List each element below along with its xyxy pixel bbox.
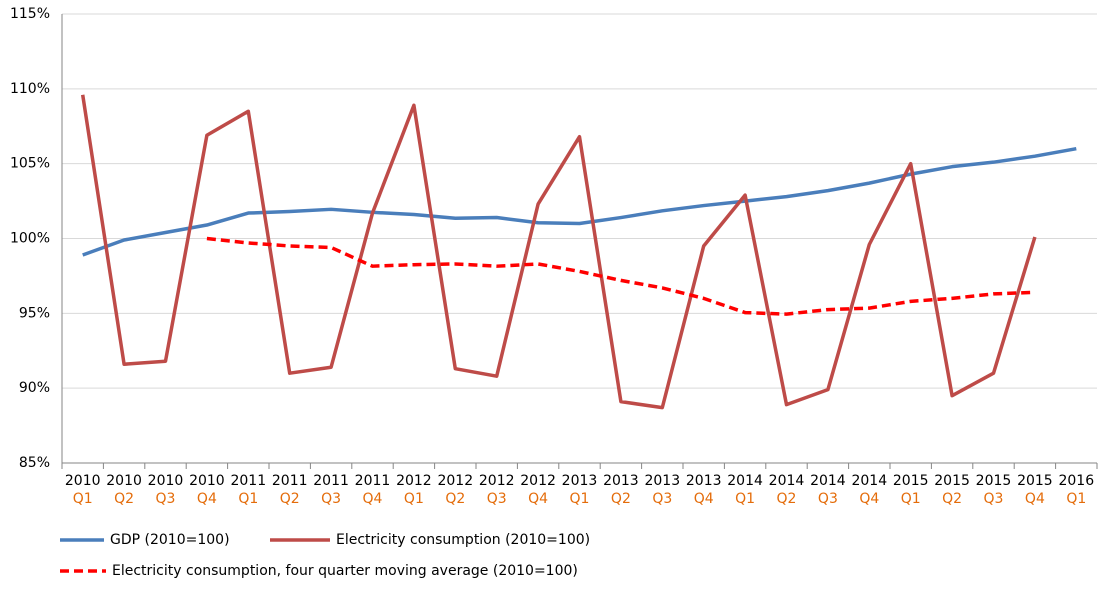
y-tick-label: 95% — [19, 305, 50, 321]
x-tick-year: 2013 — [603, 473, 639, 489]
x-tick-quarter: Q1 — [1066, 491, 1086, 507]
x-tick-year: 2015 — [976, 473, 1012, 489]
x-tick-quarter: Q1 — [238, 491, 258, 507]
x-tick-year: 2010 — [148, 473, 184, 489]
x-tick-year: 2012 — [479, 473, 515, 489]
x-tick-quarter: Q2 — [777, 491, 797, 507]
x-tick-quarter: Q4 — [694, 491, 714, 507]
x-tick-quarter: Q3 — [156, 491, 176, 507]
x-tick-year: 2014 — [727, 473, 763, 489]
x-tick-quarter: Q4 — [363, 491, 383, 507]
legend-label: Electricity consumption (2010=100) — [336, 532, 590, 548]
x-tick-year: 2016 — [1058, 473, 1094, 489]
y-tick-label: 115% — [10, 6, 50, 22]
x-tick-quarter: Q4 — [1025, 491, 1045, 507]
x-tick-quarter: Q3 — [652, 491, 672, 507]
x-tick-year: 2010 — [106, 473, 142, 489]
x-tick-year: 2010 — [189, 473, 225, 489]
legend-label: Electricity consumption, four quarter mo… — [112, 563, 578, 579]
y-tick-label: 110% — [10, 81, 50, 97]
x-tick-quarter: Q2 — [280, 491, 300, 507]
y-tick-label: 100% — [10, 231, 50, 247]
x-tick-quarter: Q1 — [404, 491, 424, 507]
x-tick-quarter: Q1 — [570, 491, 590, 507]
x-tick-quarter: Q3 — [984, 491, 1004, 507]
x-tick-year: 2015 — [1017, 473, 1053, 489]
x-tick-year: 2011 — [272, 473, 308, 489]
x-tick-year: 2014 — [851, 473, 887, 489]
x-tick-year: 2010 — [65, 473, 101, 489]
x-tick-year: 2015 — [934, 473, 970, 489]
x-tick-year: 2015 — [893, 473, 929, 489]
x-tick-year: 2014 — [769, 473, 805, 489]
y-tick-label: 90% — [19, 380, 50, 396]
legend-label: GDP (2010=100) — [110, 532, 230, 548]
x-tick-quarter: Q3 — [487, 491, 507, 507]
y-tick-label: 105% — [10, 156, 50, 172]
y-tick-label: 85% — [19, 455, 50, 471]
series-line — [206, 236, 1035, 316]
x-tick-year: 2014 — [810, 473, 846, 489]
series-line — [80, 94, 1037, 410]
x-tick-year: 2013 — [562, 473, 598, 489]
x-tick-quarter: Q1 — [735, 491, 755, 507]
x-tick-quarter: Q4 — [528, 491, 548, 507]
x-tick-year: 2013 — [644, 473, 680, 489]
x-tick-quarter: Q2 — [942, 491, 962, 507]
x-tick-quarter: Q1 — [73, 491, 93, 507]
x-tick-year: 2012 — [437, 473, 473, 489]
x-tick-year: 2011 — [313, 473, 349, 489]
x-tick-year: 2011 — [355, 473, 391, 489]
x-tick-year: 2013 — [686, 473, 722, 489]
x-tick-quarter: Q2 — [445, 491, 465, 507]
x-tick-quarter: Q3 — [818, 491, 838, 507]
x-tick-year: 2011 — [230, 473, 266, 489]
x-tick-quarter: Q1 — [901, 491, 921, 507]
x-tick-year: 2012 — [520, 473, 556, 489]
x-tick-quarter: Q2 — [114, 491, 134, 507]
x-tick-quarter: Q2 — [611, 491, 631, 507]
series-line — [82, 146, 1077, 257]
x-tick-quarter: Q4 — [197, 491, 217, 507]
x-tick-quarter: Q4 — [859, 491, 879, 507]
x-tick-year: 2012 — [396, 473, 432, 489]
x-tick-quarter: Q3 — [321, 491, 341, 507]
